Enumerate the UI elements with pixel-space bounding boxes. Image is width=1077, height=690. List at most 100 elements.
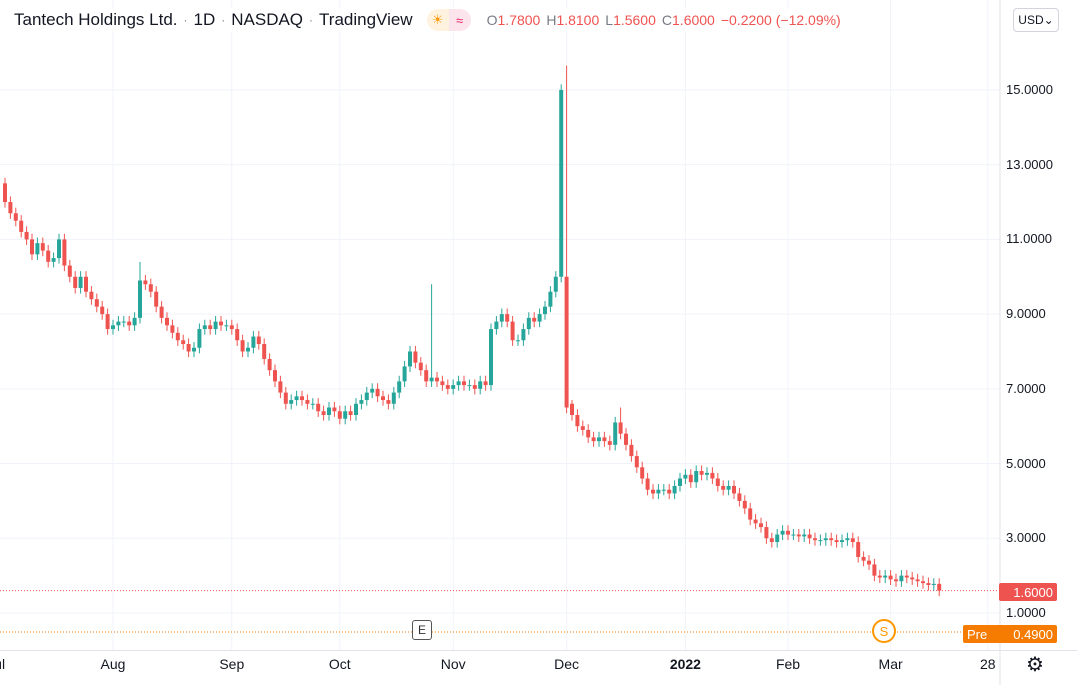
candle-body: [57, 239, 61, 259]
candle-body: [213, 321, 218, 330]
earnings-marker[interactable]: E: [412, 620, 432, 640]
candle-body: [937, 583, 942, 591]
candle-body: [224, 325, 229, 327]
candle-body: [440, 381, 445, 386]
candle-body: [521, 329, 526, 341]
candle-body: [672, 485, 677, 494]
settings-gear-icon[interactable]: ⚙: [1026, 654, 1044, 676]
candle-body: [386, 400, 391, 404]
candle-body: [732, 485, 736, 494]
candle-body: [780, 530, 785, 535]
candle-body: [175, 332, 180, 341]
candle-body: [721, 485, 726, 490]
candle-body: [24, 231, 29, 240]
currency-button[interactable]: USD ⌄: [1013, 8, 1059, 32]
candle-body: [116, 321, 121, 326]
time-axis-label: Oct: [328, 656, 351, 672]
session-badge[interactable]: ☀ ≈: [426, 9, 471, 31]
candle-body: [316, 403, 321, 412]
symbol-name[interactable]: Tantech Holdings Ltd.: [14, 10, 178, 29]
candle-body: [877, 575, 882, 578]
candle-body: [548, 291, 553, 307]
candle-body: [883, 575, 888, 578]
candle-body: [726, 485, 731, 490]
candle-body: [764, 527, 769, 539]
candle-body: [46, 250, 51, 262]
candle-body: [121, 321, 126, 323]
candle-body: [526, 317, 531, 330]
price-axis-label: 13.0000: [1006, 156, 1053, 172]
candle-body: [769, 538, 774, 543]
candle-body: [510, 321, 515, 341]
candle-body: [256, 336, 261, 345]
candle-body: [94, 299, 99, 307]
candle-body: [397, 381, 402, 393]
candle-body: [759, 523, 763, 528]
candle-body: [375, 388, 380, 397]
candle-body: [262, 344, 267, 359]
candle-body: [775, 534, 780, 543]
candle-body: [229, 325, 234, 330]
candle-body: [456, 381, 461, 386]
candle-body: [597, 437, 601, 442]
candle-body: [310, 403, 315, 405]
candle-body: [840, 540, 844, 543]
candle-body: [904, 575, 909, 578]
candle-body: [823, 538, 828, 541]
wave-icon: ≈: [448, 9, 471, 31]
candle-body: [89, 291, 94, 300]
candle-body: [364, 392, 369, 401]
candle-body: [19, 220, 24, 232]
premarket-tag: Pre 0.4900: [963, 625, 1057, 643]
candle-body: [872, 564, 877, 576]
candle-body: [494, 321, 499, 330]
price-axis-label: 11.0000: [1006, 231, 1053, 247]
candle-body: [186, 344, 191, 352]
candle-body: [829, 538, 834, 541]
candle-body: [813, 538, 817, 541]
candle-body: [62, 239, 67, 266]
time-axis-label: 2022: [669, 656, 701, 672]
split-marker[interactable]: S: [872, 619, 896, 643]
candle-body: [694, 471, 699, 483]
candle-body: [640, 467, 645, 479]
candle-body: [607, 441, 612, 445]
candle-body: [742, 500, 747, 509]
candle-body: [132, 317, 137, 326]
candle-body: [73, 276, 78, 288]
candle-body: [413, 351, 418, 363]
candle-body: [429, 377, 434, 382]
candle-body: [381, 396, 385, 401]
interval[interactable]: 1D: [193, 10, 216, 29]
time-axis-label: 28: [980, 656, 996, 672]
candle-body: [289, 400, 294, 404]
candle-body: [899, 575, 904, 582]
candle-body: [159, 306, 164, 318]
candle-body: [580, 426, 585, 430]
candle-body: [618, 422, 623, 434]
time-axis-label: Feb: [775, 656, 801, 672]
candle-body: [483, 381, 488, 386]
candle-body: [926, 583, 931, 585]
candle-body: [343, 411, 348, 419]
candle-body: [148, 284, 153, 292]
candle-body: [629, 444, 634, 457]
candle-body: [888, 575, 893, 580]
candle-body: [602, 437, 607, 442]
candle-body: [408, 351, 412, 367]
candle-body: [105, 314, 110, 330]
time-axis-label: Sep: [219, 656, 245, 672]
time-axis-label: Aug: [100, 656, 126, 672]
candle-body: [737, 493, 742, 501]
candle-body: [202, 325, 207, 330]
candle-body: [532, 317, 537, 322]
candle-body: [13, 213, 18, 221]
candle-body: [570, 403, 574, 415]
candle-body: [499, 314, 504, 322]
candle-body: [30, 239, 34, 255]
candle-body: [705, 472, 709, 475]
candle-body: [553, 276, 558, 292]
candle-body: [791, 534, 796, 536]
candle-body: [559, 89, 564, 277]
